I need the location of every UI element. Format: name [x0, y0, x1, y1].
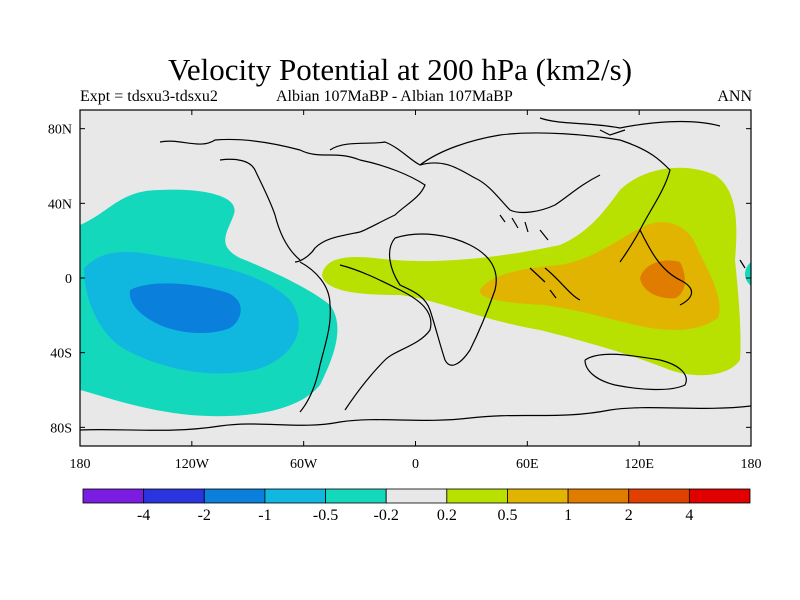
- colorbar-box: [446, 488, 508, 504]
- y-tick-label: 80S: [50, 421, 72, 436]
- colorbar-label: 4: [685, 507, 693, 524]
- colorbar-label: -2: [198, 507, 211, 524]
- colorbar-label: 1: [564, 507, 572, 524]
- colorbar-label: -0.2: [374, 507, 399, 524]
- colorbar-box: [203, 488, 266, 504]
- colorbar-box: [567, 488, 630, 504]
- colorbar-box: [264, 488, 326, 504]
- colorbar-label: 0.5: [497, 507, 517, 524]
- x-tick-label: 120E: [624, 457, 654, 472]
- contour-pos-0.5: [479, 222, 720, 330]
- coast-south-america: [299, 261, 432, 413]
- coast-africa: [388, 233, 497, 366]
- coast-greenland-europe: [329, 141, 601, 214]
- coast-india-australia: [544, 229, 693, 391]
- x-tick-label: 180: [70, 457, 91, 472]
- y-tick-label: 40S: [50, 347, 72, 362]
- colorbar-label: -4: [137, 507, 150, 524]
- x-axis-ticks: 180 120W 60W 0 60E 120E 180: [70, 110, 762, 472]
- x-tick-label: 180: [741, 457, 762, 472]
- x-tick-label: 0: [412, 457, 419, 472]
- coast-north-polar: [539, 117, 721, 136]
- x-tick-label: 120W: [175, 457, 210, 472]
- colorbar-box: [385, 488, 448, 504]
- colorbar-label: 0.2: [437, 507, 457, 524]
- contour-neg-1: [129, 283, 241, 334]
- colorbar-box: [143, 488, 205, 504]
- period-label: Albian 107MaBP - Albian 107MaBP: [276, 88, 513, 105]
- x-tick-label: 60W: [290, 457, 318, 472]
- coast-islands: [499, 214, 746, 299]
- season-label: ANN: [717, 88, 752, 105]
- chart-title: Velocity Potential at 200 hPa (km2/s): [167, 52, 633, 87]
- y-tick-label: 80N: [48, 123, 72, 138]
- colorbar-box: [325, 488, 387, 504]
- colorbar-label: -0.5: [313, 507, 338, 524]
- coastlines: [80, 117, 751, 431]
- colorbar-box: [628, 488, 690, 504]
- colorbar-box: [507, 488, 569, 504]
- colorbar-label: 2: [625, 507, 633, 524]
- colorbar-box: [82, 488, 145, 504]
- y-tick-label: 0: [65, 272, 72, 287]
- x-tick-label: 60E: [516, 457, 539, 472]
- coast-antarctica: [80, 405, 751, 431]
- contour-pos-1: [640, 260, 685, 299]
- contour-pos-edge: [744, 262, 751, 286]
- contour-fields: [80, 167, 751, 417]
- colorbar: -4 -2 -1 -0.5 -0.2 0.2 0.5 1 2 4: [82, 488, 751, 524]
- y-tick-label: 40N: [48, 197, 72, 212]
- coast-north-america: [159, 138, 426, 263]
- colorbar-label: -1: [258, 507, 271, 524]
- y-axis-ticks: 80N 40N 0 40S 80S: [48, 123, 751, 436]
- experiment-label: Expt = tdsxu3-tdsxu2: [80, 88, 218, 105]
- colorbar-box: [688, 488, 751, 504]
